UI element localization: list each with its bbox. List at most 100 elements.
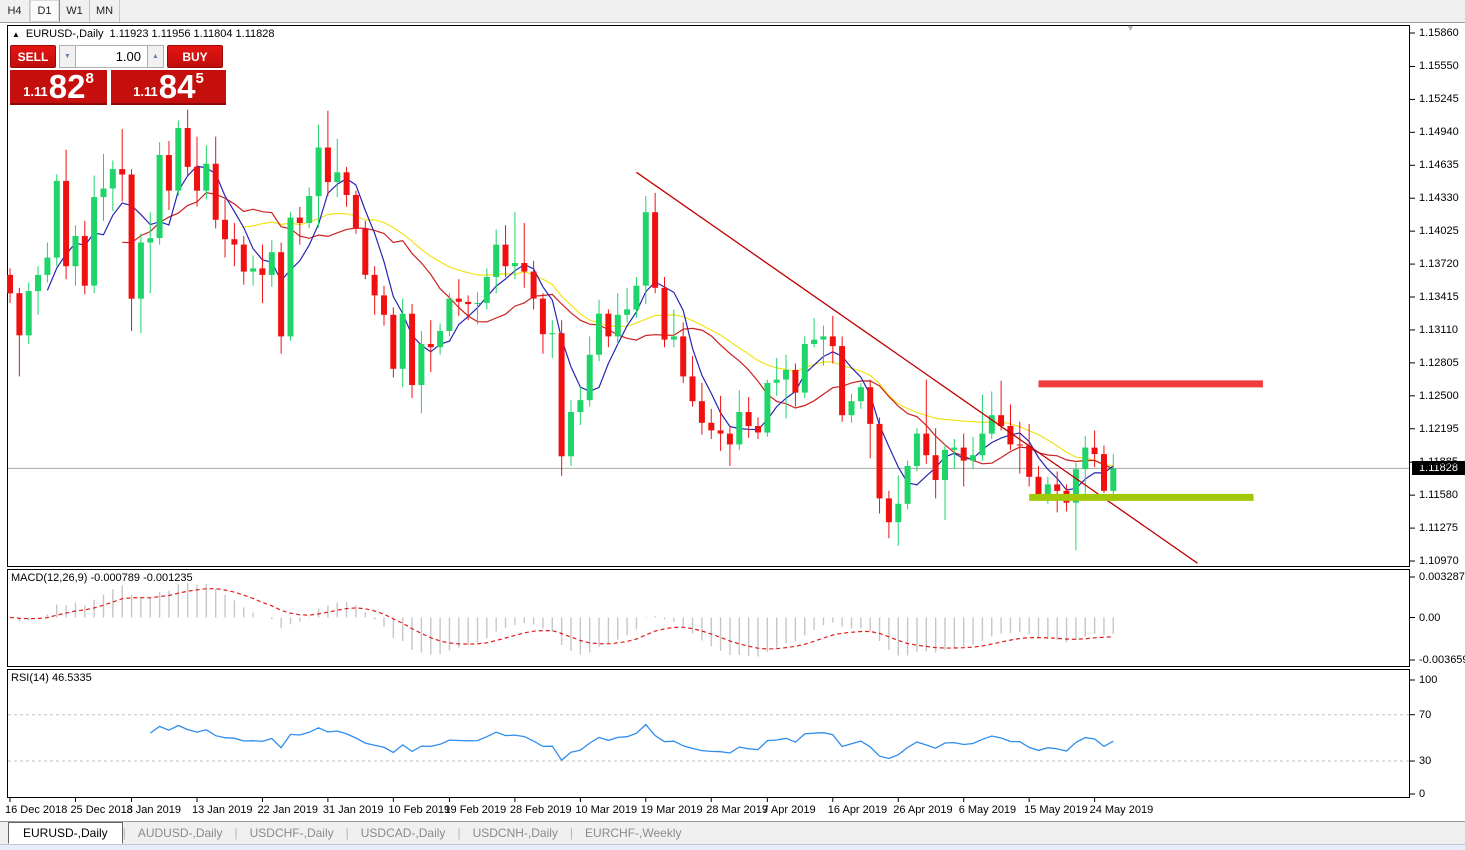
candle-body	[16, 293, 23, 336]
price-tick-label: 1.14635	[1419, 159, 1459, 172]
candle-body	[511, 263, 518, 267]
candlestick-chart-canvas[interactable]	[0, 23, 1465, 821]
candle-body	[362, 228, 369, 275]
candle-body	[661, 287, 668, 340]
volume-increase-button[interactable]: ▲	[147, 45, 164, 68]
candle-body	[493, 244, 500, 277]
chart-tab-usdcnh-daily[interactable]: USDCNH-,Daily	[472, 826, 558, 840]
rsi-panel	[7, 669, 1410, 798]
candle-body	[773, 379, 780, 383]
one-click-trade-panel: SELL ▼ 1.00 ▲ BUY 1.11 82 8 1.11 84 5	[10, 45, 226, 105]
rsi-indicator-label: RSI(14) 46.5335	[11, 672, 92, 684]
volume-input[interactable]: 1.00	[76, 45, 147, 68]
date-tick-label: 19 Feb 2019	[444, 804, 507, 816]
current-price-tag: 1.11828	[1412, 461, 1465, 476]
candle-body	[904, 466, 911, 504]
date-tick-label: 13 Jan 2019	[192, 804, 253, 816]
candle-body	[755, 426, 761, 433]
candle-body	[250, 268, 257, 272]
timeframe-tab-h4[interactable]: H4	[0, 0, 30, 22]
buy-price-big-digits: 84	[158, 67, 196, 105]
buy-price-pipette: 5	[195, 70, 204, 87]
candle-body	[222, 219, 228, 240]
macd-signal-line	[9, 588, 1114, 650]
chart-tab-usdchf-daily[interactable]: USDCHF-,Daily	[249, 826, 334, 840]
price-tick-label: 1.13415	[1419, 291, 1459, 303]
buy-button[interactable]: BUY	[167, 45, 223, 68]
candle-body	[296, 217, 303, 223]
timeframe-tab-mn[interactable]: MN	[90, 0, 120, 22]
candle-body	[1101, 454, 1107, 491]
rsi-scale-label: 30	[1419, 755, 1432, 768]
candle-body	[867, 387, 874, 424]
price-tick-label: 1.10970	[1419, 555, 1459, 568]
candle-body	[287, 217, 294, 337]
candle-body	[278, 252, 285, 337]
candle-body	[726, 433, 733, 445]
candle-body	[848, 401, 855, 416]
candle-body	[240, 244, 247, 272]
price-tick-label: 1.12500	[1419, 389, 1459, 402]
chart-tab-eurchf-weekly[interactable]: EURCHF-,Weekly	[585, 826, 682, 840]
candle-body	[1091, 447, 1098, 455]
ohlc-quote: 1.11923 1.11956 1.11804 1.11828	[109, 28, 275, 40]
candle-body	[324, 147, 331, 183]
candle-body	[951, 447, 958, 450]
candle-body	[371, 274, 378, 296]
candle-body	[670, 336, 677, 340]
candle-body	[558, 333, 565, 457]
candle-body	[231, 239, 238, 245]
chart-tab-audusd-daily[interactable]: AUDUSD-,Daily	[137, 826, 223, 840]
candle-body	[315, 147, 322, 197]
rsi-line	[149, 723, 1114, 762]
candle-body	[455, 298, 462, 302]
date-tick-label: 16 Dec 2018	[5, 804, 68, 816]
chart-shift-marker-icon[interactable]: ▼	[1126, 23, 1135, 33]
chart-tab-usdcad-daily[interactable]: USDCAD-,Daily	[360, 826, 446, 840]
date-tick-label: 15 May 2019	[1024, 804, 1088, 816]
chart-frame[interactable]: ▲ EURUSD-,Daily 1.11923 1.11956 1.11804 …	[0, 23, 1465, 820]
macd-indicator-label: MACD(12,26,9) -0.000789 -0.001235	[11, 572, 193, 584]
candle-body	[343, 172, 350, 195]
candle-body	[568, 412, 574, 457]
timeframe-tab-w1[interactable]: W1	[60, 0, 90, 22]
candle-body	[923, 433, 930, 456]
buy-price-display[interactable]: 1.11 84 5	[111, 70, 226, 105]
collapse-icon[interactable]: ▲	[12, 29, 20, 39]
timeframe-tab-d1[interactable]: D1	[30, 0, 60, 22]
date-tick-label: 26 Apr 2019	[893, 804, 953, 816]
candle-body	[979, 433, 986, 456]
sell-price-display[interactable]: 1.11 82 8	[10, 70, 107, 105]
candle-body	[811, 339, 818, 344]
candle-body	[698, 401, 705, 423]
price-tick-label: 1.15860	[1419, 27, 1459, 39]
candle-body	[109, 169, 116, 189]
candle-body	[1044, 484, 1051, 496]
candle-body	[1007, 426, 1014, 445]
volume-decrease-button[interactable]: ▼	[59, 45, 76, 68]
candle-body	[596, 313, 602, 355]
date-tick-label: 3 Jan 2019	[126, 804, 181, 816]
sell-button[interactable]: SELL	[10, 45, 56, 68]
candle-body	[839, 346, 846, 416]
chart-tab-eurusd-daily[interactable]: EURUSD-,Daily	[8, 822, 123, 844]
candle-body	[147, 238, 154, 243]
date-tick-label: 7 Apr 2019	[762, 804, 816, 816]
candle-body	[381, 295, 387, 315]
candle-body	[1110, 468, 1117, 491]
price-tick-label: 1.13110	[1419, 323, 1458, 336]
date-tick-label: 24 May 2019	[1089, 804, 1154, 816]
tab-separator: |	[122, 826, 126, 840]
candle-body	[334, 172, 341, 182]
candle-body	[7, 274, 13, 294]
candle-body	[352, 195, 359, 229]
candle-body	[970, 455, 976, 461]
candle-body	[876, 423, 883, 499]
timeframe-tab-bar: H4 D1 W1 MN	[0, 0, 1465, 23]
candle-body	[418, 344, 425, 385]
date-tick-label: 25 Dec 2018	[70, 804, 133, 816]
macd-scale-label: -0.003659	[1419, 654, 1465, 666]
candle-body	[44, 257, 51, 275]
candle-body	[577, 400, 584, 412]
